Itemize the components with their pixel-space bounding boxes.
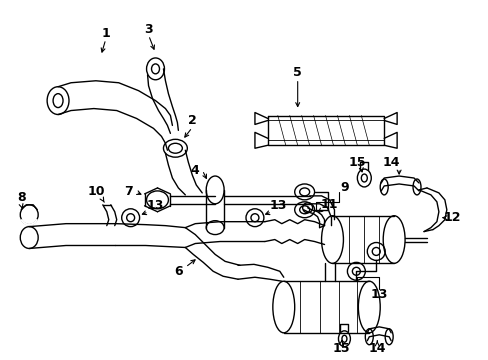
Text: 14: 14: [382, 156, 399, 168]
Text: 6: 6: [174, 265, 183, 278]
Text: 3: 3: [144, 23, 153, 36]
Text: 14: 14: [368, 342, 385, 355]
Text: 15: 15: [348, 156, 366, 168]
Text: 11: 11: [320, 198, 338, 211]
Text: 4: 4: [190, 163, 199, 176]
Text: 5: 5: [293, 66, 302, 79]
Text: 13: 13: [370, 288, 387, 301]
Text: 13: 13: [146, 199, 164, 212]
Text: 15: 15: [332, 342, 349, 355]
Text: 10: 10: [87, 185, 104, 198]
Text: 9: 9: [340, 181, 348, 194]
Text: 13: 13: [268, 199, 286, 212]
Text: 12: 12: [443, 211, 461, 224]
Text: 2: 2: [187, 114, 196, 127]
Text: 7: 7: [124, 185, 133, 198]
Text: 1: 1: [101, 27, 110, 40]
Text: 8: 8: [17, 192, 25, 204]
